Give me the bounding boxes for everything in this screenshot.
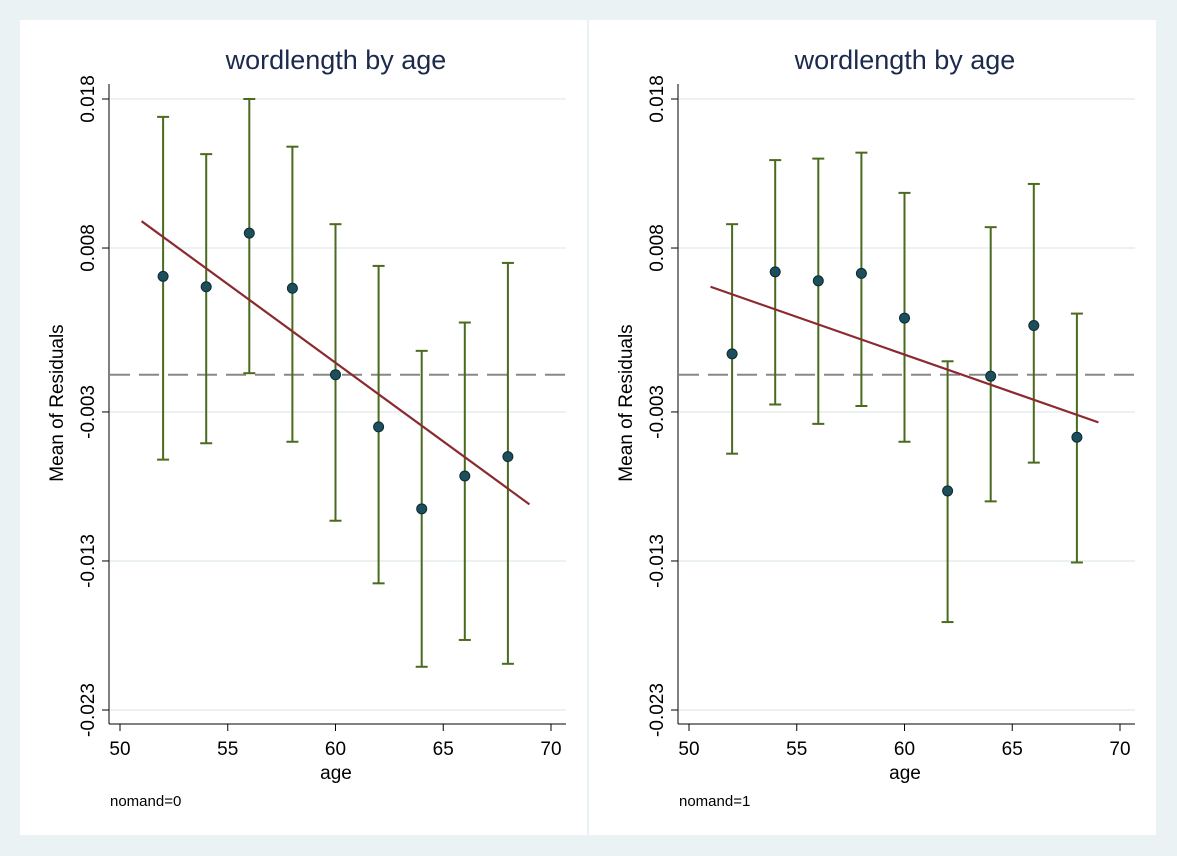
x-tick-labels: 50 55 60 65 70 xyxy=(678,739,1130,760)
data-point xyxy=(286,282,298,294)
fit-line-group xyxy=(710,285,1099,424)
y-axis-label: Mean of Residuals xyxy=(616,324,637,481)
data-point xyxy=(855,267,867,279)
fit-line-group xyxy=(140,220,531,506)
data-point xyxy=(243,227,255,239)
data-point xyxy=(985,370,997,382)
x-tick-labels: 50 55 60 65 70 xyxy=(109,739,561,760)
data-point xyxy=(416,503,428,515)
chart-title: wordlength by age xyxy=(225,45,447,75)
x-tick-label: 55 xyxy=(786,739,807,760)
y-tick-label: -0.013 xyxy=(647,534,668,588)
x-tick-label: 50 xyxy=(109,739,130,760)
data-point xyxy=(200,281,212,293)
x-tick-label: 55 xyxy=(217,739,238,760)
y-tick-label: 0.008 xyxy=(647,224,668,272)
data-point xyxy=(899,312,910,324)
y-tick-labels: -0.023 -0.013 -0.003 0.008 0.018 xyxy=(78,75,99,737)
x-axis-label: age xyxy=(320,763,352,784)
panel-background xyxy=(589,20,1156,835)
y-tick-label: 0.018 xyxy=(78,75,99,123)
data-point xyxy=(373,421,385,433)
panel-nomand-1: wordlength by age 50 55 60 65 70 -0.023 -0.01… xyxy=(589,20,1156,835)
data-point xyxy=(942,485,954,497)
panel-note: nomand=1 xyxy=(679,793,750,810)
x-tick-label: 60 xyxy=(325,739,346,760)
y-tick-labels: -0.023 -0.013 -0.003 0.008 0.018 xyxy=(647,75,668,737)
y-tick-label: 0.008 xyxy=(78,224,99,272)
data-point xyxy=(1071,431,1083,443)
axes xyxy=(671,84,1135,731)
x-tick-label: 70 xyxy=(1109,739,1130,760)
x-axis-label: age xyxy=(889,763,921,784)
data-point xyxy=(459,470,471,482)
data-point xyxy=(157,270,169,282)
panel-note: nomand=0 xyxy=(110,793,181,810)
x-tick-label: 60 xyxy=(894,739,915,760)
y-tick-label: -0.003 xyxy=(647,385,668,439)
data-point xyxy=(330,369,341,381)
panel-nomand-0: wordlength by age 50 55 60 65 70 -0.023 -0.01… xyxy=(20,20,587,835)
y-tick-label: 0.018 xyxy=(647,75,668,123)
data-point xyxy=(769,266,781,278)
chart-title: wordlength by age xyxy=(794,45,1016,75)
data-points xyxy=(157,227,514,515)
data-point xyxy=(812,275,824,287)
fit-line xyxy=(710,285,1099,424)
panel-background xyxy=(20,20,587,835)
error-bars xyxy=(157,98,514,668)
data-point xyxy=(502,451,514,463)
axes xyxy=(102,84,566,731)
y-axis-label: Mean of Residuals xyxy=(47,324,68,481)
y-tick-label: -0.003 xyxy=(78,385,99,439)
data-point xyxy=(1028,320,1040,332)
x-tick-label: 70 xyxy=(540,739,561,760)
y-tick-label: -0.023 xyxy=(647,683,668,737)
data-points xyxy=(726,266,1083,497)
gridlines xyxy=(679,98,1135,711)
y-tick-label: -0.013 xyxy=(78,534,99,588)
x-tick-label: 65 xyxy=(433,739,454,760)
data-point xyxy=(726,348,738,360)
x-tick-label: 50 xyxy=(678,739,699,760)
gridlines xyxy=(110,98,566,711)
x-tick-label: 65 xyxy=(1002,739,1023,760)
y-tick-label: -0.023 xyxy=(78,683,99,737)
fit-line xyxy=(140,220,531,506)
